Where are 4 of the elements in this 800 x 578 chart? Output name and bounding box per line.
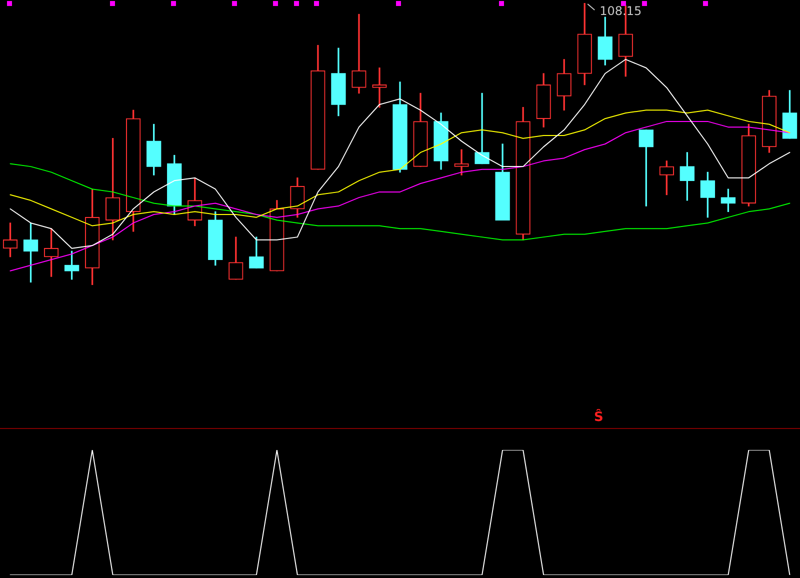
candlestick — [454, 149, 469, 176]
text: Ŝ — [594, 410, 604, 426]
candlestick — [372, 68, 387, 108]
candlestick — [474, 92, 490, 164]
